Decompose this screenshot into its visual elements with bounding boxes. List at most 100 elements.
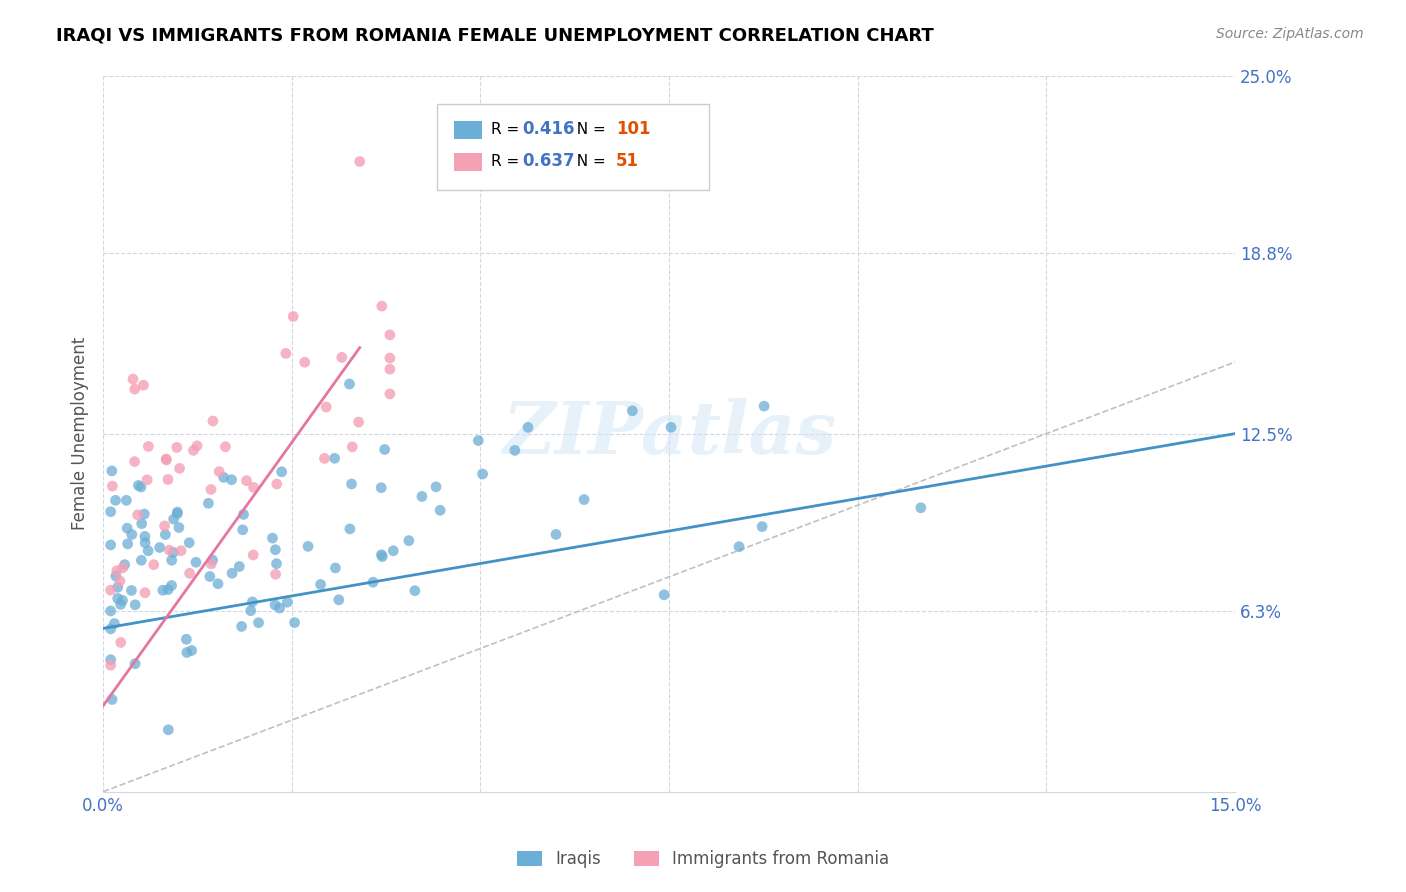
Point — [314, 451, 336, 466]
Point — [186, 439, 208, 453]
Point — [247, 615, 270, 630]
Point — [264, 598, 287, 612]
Point — [131, 516, 153, 531]
Text: IRAQI VS IMMIGRANTS FROM ROMANIA FEMALE UNEMPLOYMENT CORRELATION CHART: IRAQI VS IMMIGRANTS FROM ROMANIA FEMALE … — [56, 27, 934, 45]
Point — [652, 588, 675, 602]
Point — [162, 512, 184, 526]
Point — [101, 464, 124, 478]
Text: R =: R = — [491, 121, 524, 136]
Point — [339, 377, 361, 392]
Point — [339, 522, 361, 536]
Point — [121, 527, 143, 541]
Point — [274, 346, 297, 360]
Point — [152, 583, 174, 598]
Point — [134, 507, 156, 521]
Point — [124, 598, 146, 612]
Point — [212, 470, 235, 484]
Point — [100, 505, 122, 519]
Point — [315, 400, 337, 414]
Point — [374, 442, 396, 457]
Point — [283, 310, 305, 324]
Point — [207, 576, 229, 591]
Point — [176, 632, 198, 647]
Text: N =: N = — [567, 154, 610, 169]
Point — [100, 538, 122, 552]
Y-axis label: Female Unemployment: Female Unemployment — [72, 337, 89, 530]
Point — [309, 577, 332, 591]
Point — [378, 327, 401, 342]
Point — [169, 461, 191, 475]
Point — [340, 477, 363, 491]
Point — [269, 601, 291, 615]
Point — [270, 465, 292, 479]
Point — [155, 527, 177, 541]
Point — [108, 574, 131, 588]
Point — [910, 500, 932, 515]
Point — [107, 591, 129, 606]
Point — [111, 560, 134, 574]
Point — [398, 533, 420, 548]
Point — [114, 558, 136, 572]
Point — [198, 569, 221, 583]
Point — [166, 441, 188, 455]
Point — [266, 557, 288, 571]
FancyBboxPatch shape — [454, 153, 482, 170]
Point — [104, 493, 127, 508]
Point — [201, 553, 224, 567]
Point — [370, 481, 392, 495]
Point — [208, 465, 231, 479]
Point — [100, 622, 122, 636]
Point — [136, 543, 159, 558]
Point — [134, 585, 156, 599]
Point — [429, 503, 451, 517]
Point — [371, 549, 394, 564]
Point — [138, 439, 160, 453]
Point — [323, 451, 346, 466]
Point — [100, 653, 122, 667]
Text: R =: R = — [491, 154, 524, 169]
Point — [129, 480, 152, 494]
Point — [176, 645, 198, 659]
Point — [153, 519, 176, 533]
Point — [214, 440, 236, 454]
Point — [382, 543, 405, 558]
Point — [325, 561, 347, 575]
Point — [134, 529, 156, 543]
Point — [297, 540, 319, 554]
Point — [124, 382, 146, 396]
Point — [471, 467, 494, 481]
Point — [160, 578, 183, 592]
Point — [221, 566, 243, 581]
Point — [201, 414, 224, 428]
Point — [371, 299, 394, 313]
Text: N =: N = — [567, 121, 610, 136]
Point — [104, 569, 127, 583]
Point — [242, 480, 264, 494]
Point — [142, 558, 165, 572]
Point — [294, 355, 316, 369]
Point — [160, 553, 183, 567]
Point — [110, 635, 132, 649]
Text: 51: 51 — [616, 153, 638, 170]
Point — [162, 545, 184, 559]
Point — [111, 593, 134, 607]
Point — [132, 378, 155, 392]
Point — [184, 555, 207, 569]
Point — [370, 548, 392, 562]
Point — [179, 566, 201, 581]
Point — [117, 537, 139, 551]
Point — [517, 420, 540, 434]
Point — [124, 454, 146, 468]
Point — [136, 473, 159, 487]
Point — [361, 575, 384, 590]
Point — [544, 527, 567, 541]
Text: ZIPatlas: ZIPatlas — [502, 398, 837, 469]
Point — [231, 619, 253, 633]
Point — [751, 519, 773, 533]
Point — [127, 508, 149, 522]
Point — [155, 452, 177, 467]
Point — [349, 154, 371, 169]
Point — [156, 473, 179, 487]
Point — [131, 553, 153, 567]
Point — [284, 615, 307, 630]
